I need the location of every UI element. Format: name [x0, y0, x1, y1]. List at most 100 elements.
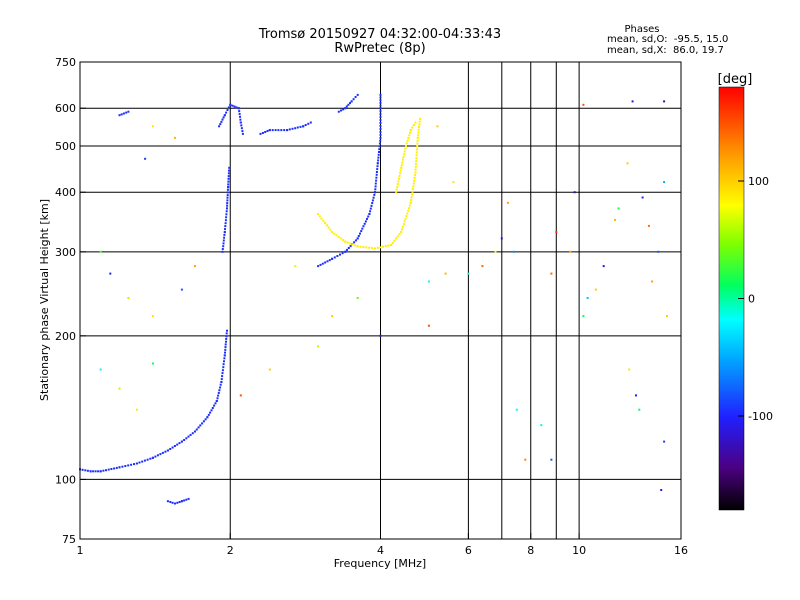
data-point: [336, 255, 339, 257]
colorbar-tick-label: 100: [748, 175, 769, 188]
data-point: [224, 228, 226, 231]
data-point: [374, 247, 376, 250]
data-point: [110, 468, 113, 470]
data-point: [176, 443, 179, 446]
data-point: [400, 166, 403, 169]
data-point: [122, 112, 125, 115]
data-point: [379, 119, 382, 122]
data-point: [135, 408, 138, 411]
data-point: [405, 142, 408, 145]
data-point: [417, 131, 420, 134]
data-point: [223, 231, 226, 234]
data-point: [339, 253, 341, 256]
data-point: [169, 501, 172, 503]
data-point: [416, 136, 419, 139]
data-point: [360, 230, 363, 233]
y-tick-label: 750: [55, 56, 76, 69]
data-point: [125, 111, 128, 114]
data-point: [226, 109, 229, 111]
grid-lines: [80, 62, 681, 539]
data-point: [238, 112, 241, 115]
data-point: [226, 196, 229, 199]
data-point: [180, 288, 183, 291]
data-point: [191, 432, 194, 435]
data-point: [409, 129, 412, 132]
data-point: [626, 162, 629, 165]
data-point: [227, 183, 230, 186]
data-point: [397, 180, 400, 183]
data-point: [233, 105, 236, 108]
data-point: [226, 199, 229, 202]
data-point: [81, 468, 84, 471]
data-point: [395, 237, 398, 240]
data-point: [417, 128, 420, 131]
data-point: [352, 98, 355, 101]
data-point: [228, 166, 231, 169]
data-point: [408, 204, 411, 207]
data-point: [403, 220, 406, 223]
data-point: [379, 128, 382, 130]
data-point: [215, 400, 218, 402]
data-point: [400, 231, 403, 234]
data-point: [185, 437, 188, 440]
data-point: [241, 130, 244, 133]
data-point: [99, 368, 102, 371]
data-point: [361, 227, 364, 230]
data-point: [226, 191, 229, 194]
data-point: [401, 228, 403, 231]
data-point: [176, 501, 179, 504]
data-point: [94, 470, 97, 473]
data-point: [283, 129, 286, 132]
data-point: [411, 190, 414, 193]
data-point: [222, 116, 225, 119]
data-point: [138, 461, 141, 464]
data-point: [410, 196, 413, 199]
data-point: [635, 394, 637, 397]
data-point: [220, 378, 223, 381]
data-point: [222, 245, 225, 248]
data-point: [225, 340, 227, 343]
data-point: [379, 116, 382, 119]
data-point: [327, 226, 330, 229]
data-point: [259, 132, 262, 135]
data-point: [240, 127, 243, 130]
data-point: [371, 199, 374, 202]
data-point: [412, 124, 415, 126]
data-point: [555, 231, 558, 234]
data-point: [663, 100, 666, 103]
x-tick-label: 16: [674, 544, 688, 557]
data-point: [368, 246, 371, 249]
data-point: [378, 148, 381, 151]
y-tick-label: 100: [55, 473, 76, 486]
data-point: [224, 351, 226, 354]
data-point: [444, 272, 447, 275]
x-axis-ticks: 1 2 4 6 8 10 16: [77, 533, 688, 557]
data-point: [379, 99, 382, 102]
data-point: [92, 470, 95, 473]
data-point: [296, 126, 299, 129]
data-point: [347, 103, 350, 106]
data-point: [221, 250, 224, 253]
data-point: [346, 248, 348, 251]
data-point: [404, 147, 407, 150]
data-point: [326, 260, 329, 263]
data-point: [222, 366, 225, 369]
data-point: [223, 233, 226, 236]
data-point: [354, 239, 357, 242]
data-point: [235, 106, 238, 109]
data-point: [333, 256, 336, 259]
data-point: [318, 215, 321, 218]
data-point: [403, 150, 406, 153]
data-point: [239, 394, 242, 397]
data-point: [89, 470, 92, 473]
data-point: [224, 222, 227, 225]
data-point: [349, 242, 352, 245]
colorbar-tick-label: -100: [748, 410, 773, 423]
data-point: [414, 174, 416, 177]
data-point: [379, 334, 382, 337]
data-point: [379, 136, 382, 139]
data-point: [368, 213, 371, 215]
data-point: [204, 418, 207, 421]
x-tick-label: 2: [227, 544, 234, 557]
